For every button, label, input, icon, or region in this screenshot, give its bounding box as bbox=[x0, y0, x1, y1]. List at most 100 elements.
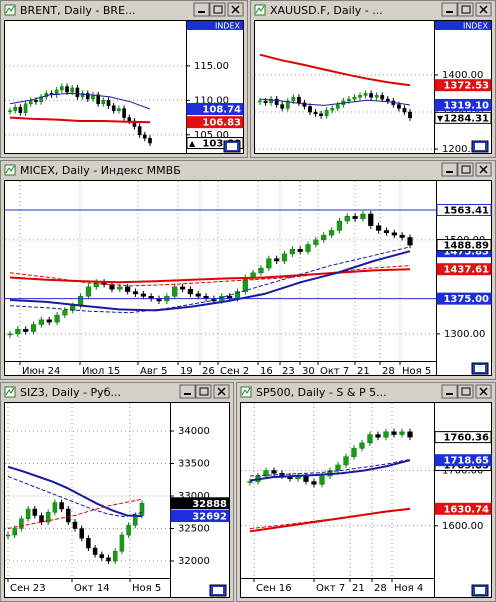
candle bbox=[112, 551, 118, 562]
minimize-button[interactable] bbox=[441, 2, 458, 17]
candle bbox=[85, 93, 90, 100]
moving-average bbox=[249, 507, 411, 533]
candle bbox=[305, 244, 311, 252]
price-tag-label: 1630.74 bbox=[443, 504, 489, 515]
candle bbox=[363, 93, 368, 96]
window-title: SIZ3, Daily - Руб... bbox=[20, 386, 121, 399]
price-tag bbox=[436, 263, 492, 276]
candle bbox=[75, 87, 80, 98]
maximize-button[interactable] bbox=[209, 2, 226, 17]
x-tick-label: 30 bbox=[302, 366, 315, 377]
price-tag-label: 1718.65 bbox=[443, 456, 489, 467]
y-tick-label: 1600.00 bbox=[442, 521, 483, 532]
max-glyph bbox=[461, 387, 471, 396]
close-glyph bbox=[479, 165, 488, 174]
candle bbox=[402, 108, 407, 113]
moving-average bbox=[249, 508, 411, 530]
price-tag-label: 1372.53 bbox=[443, 81, 489, 92]
panel-button-glyph bbox=[475, 143, 485, 150]
candle bbox=[80, 93, 85, 98]
window-title: MICEX, Daily - Индекс ММВБ bbox=[20, 164, 181, 177]
x-tick-label: Сен 23 bbox=[10, 583, 46, 594]
price-tag bbox=[434, 454, 492, 467]
candle bbox=[352, 96, 357, 100]
close-glyph bbox=[479, 5, 488, 14]
maximize-button[interactable] bbox=[457, 2, 474, 17]
moving-average bbox=[249, 458, 411, 477]
price-tag-label: 103.80 bbox=[202, 139, 241, 150]
x-tick-label: Ноя 5 bbox=[402, 366, 431, 377]
price-tag bbox=[170, 497, 230, 510]
candle bbox=[106, 557, 111, 562]
candle bbox=[59, 502, 64, 510]
x-tick-label: 21 bbox=[352, 583, 365, 594]
x-tick-label: 28 bbox=[382, 366, 395, 377]
max-glyph bbox=[461, 5, 471, 14]
candle bbox=[285, 100, 290, 109]
candle bbox=[18, 106, 23, 113]
candle bbox=[335, 464, 341, 471]
candle bbox=[7, 333, 13, 336]
maximize-button[interactable] bbox=[195, 384, 212, 399]
window-icon-glyph bbox=[241, 387, 251, 396]
price-tag bbox=[186, 116, 244, 129]
candle bbox=[77, 296, 84, 306]
candle bbox=[274, 98, 279, 105]
candle bbox=[247, 481, 253, 483]
max-glyph bbox=[199, 387, 209, 396]
window-icon-glyph bbox=[5, 5, 15, 14]
title-bar bbox=[2, 384, 232, 400]
candle bbox=[291, 96, 296, 102]
candle bbox=[148, 137, 152, 144]
close-glyph bbox=[217, 387, 226, 396]
candle bbox=[407, 431, 413, 438]
price-tag bbox=[434, 431, 492, 444]
candle bbox=[8, 110, 12, 112]
candle bbox=[258, 100, 262, 103]
minimize-button[interactable] bbox=[441, 162, 458, 177]
candle bbox=[172, 286, 178, 297]
candle bbox=[359, 442, 365, 449]
price-tag-label: 108.74 bbox=[202, 105, 241, 116]
maximize-button[interactable] bbox=[457, 384, 474, 399]
candle bbox=[96, 94, 100, 105]
x-tick-label: 21 bbox=[357, 366, 370, 377]
y-tick-label: 115.00 bbox=[194, 61, 229, 72]
candle bbox=[12, 528, 17, 536]
candle bbox=[391, 431, 397, 435]
candle bbox=[45, 512, 51, 523]
candle bbox=[308, 106, 312, 113]
candle bbox=[319, 475, 325, 485]
x-tick-label: 23 bbox=[282, 366, 295, 377]
moving-average bbox=[7, 498, 143, 529]
moving-average bbox=[259, 98, 411, 106]
candle bbox=[79, 528, 84, 539]
candle bbox=[111, 105, 116, 111]
candle bbox=[32, 508, 38, 516]
minimize-button[interactable] bbox=[193, 2, 210, 17]
candle bbox=[85, 286, 92, 297]
candle bbox=[266, 258, 272, 269]
candle bbox=[344, 216, 350, 222]
y-tick-label: 33500 bbox=[178, 459, 210, 470]
title-bar bbox=[2, 2, 246, 18]
x-tick-label: 26 bbox=[202, 366, 215, 377]
x-tick-label: Окт 7 bbox=[316, 583, 345, 594]
window-icon-glyph bbox=[5, 387, 15, 396]
candle bbox=[65, 86, 69, 93]
candle bbox=[313, 239, 319, 245]
moving-average bbox=[9, 116, 151, 124]
price-tag bbox=[436, 239, 492, 252]
axis-header bbox=[435, 21, 491, 30]
panel-button-glyph bbox=[227, 143, 237, 150]
candle bbox=[133, 515, 138, 526]
price-tag bbox=[434, 79, 492, 92]
minimize-button[interactable] bbox=[179, 384, 196, 399]
minimize-button[interactable] bbox=[441, 384, 458, 399]
candle bbox=[319, 113, 324, 116]
maximize-button[interactable] bbox=[457, 162, 474, 177]
price-tag-label: 32888 bbox=[192, 499, 227, 510]
candle bbox=[330, 108, 335, 111]
candle bbox=[92, 547, 98, 555]
candle bbox=[399, 234, 405, 238]
